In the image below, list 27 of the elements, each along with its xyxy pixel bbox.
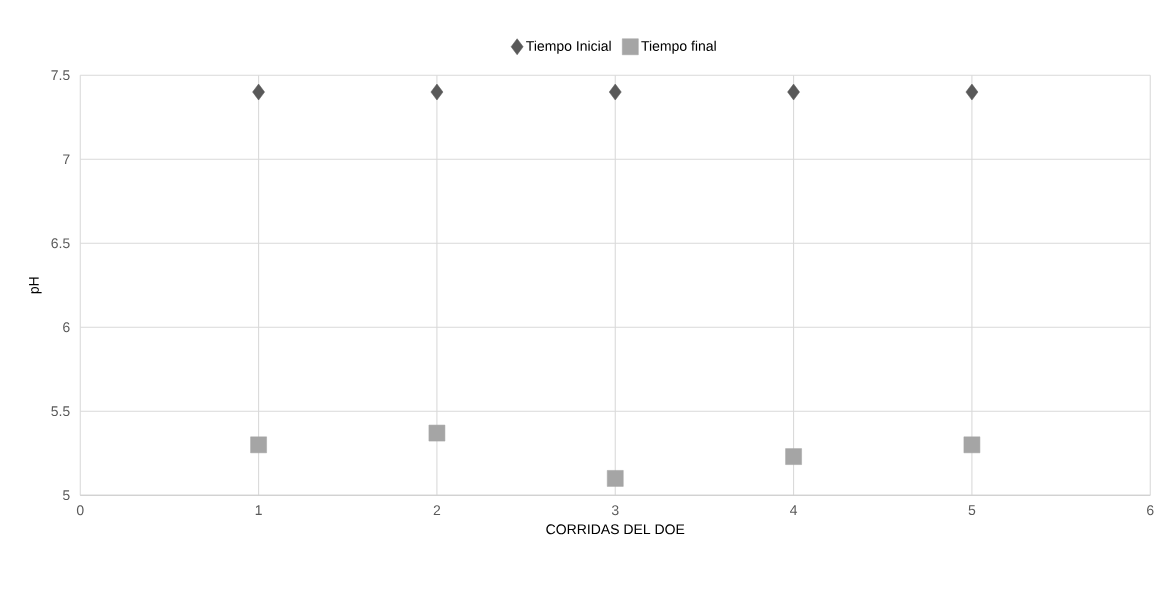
x-tick-label: 1 — [255, 505, 262, 515]
y-tick-label: 6 — [63, 322, 70, 333]
y-tick-label: 5 — [62, 490, 70, 501]
y-tick-label: 7 — [63, 154, 70, 165]
point — [252, 83, 265, 101]
point — [428, 424, 446, 442]
point — [606, 470, 624, 487]
legend-label: Tiempo Inicial — [526, 40, 611, 54]
point — [785, 448, 802, 465]
y-axis-title: pH — [29, 277, 42, 294]
point — [787, 83, 800, 101]
x-tick-label: 5 — [968, 505, 976, 516]
x-tick-label: 2 — [433, 505, 441, 516]
x-tick-label: 0 — [76, 505, 84, 516]
x-tick-label: 6 — [1147, 505, 1154, 516]
point — [963, 436, 981, 454]
legend-label: Tiempo final — [641, 40, 716, 54]
x-tick-label: 3 — [611, 505, 619, 516]
x-axis-title: CORRIDAS DEL DOE — [546, 524, 685, 535]
y-tick-label: 7.5 — [51, 70, 70, 81]
x-tick-label: 4 — [790, 505, 798, 515]
y-tick-label: 6.5 — [51, 238, 70, 249]
point — [250, 436, 267, 454]
point — [608, 83, 622, 101]
point — [430, 83, 444, 101]
point — [965, 83, 979, 101]
y-tick-label: 5.5 — [51, 406, 70, 417]
